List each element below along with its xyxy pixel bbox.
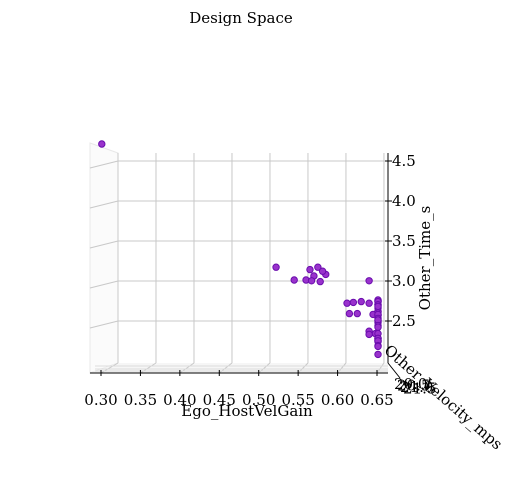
y-tick-label: 21.5 [403,380,436,398]
x-tick-label: 0.35 [124,391,157,409]
data-point [374,342,382,351]
data-point [374,350,382,359]
back-pane [118,153,388,363]
x-axis-label: Ego_HostVelGain [181,402,313,420]
side-grid-line [89,160,119,169]
data-point [306,265,314,274]
y-axis-label: Other_Velocity_mps [381,341,506,453]
data-point [307,277,316,285]
z-tick-label: 3.0 [392,272,416,290]
x-tick-labels: 0.30 0.35 0.40 0.45 0.50 0.55 0.60 0.65 [84,370,394,409]
axes-panes [89,142,388,374]
data-point [98,140,106,148]
y-tick-label: 21.0 [400,378,433,396]
data-point [374,323,382,331]
data-point [365,299,373,307]
side-grid-line [89,320,119,329]
z-tick-label: 2.5 [392,312,416,330]
data-point [374,302,382,311]
data-point [290,276,298,284]
y-tick-labels: 20.020.521.021.5 [394,375,436,398]
data-point [349,298,358,307]
z-tick-labels: 2.5 3.0 3.5 4.0 4.5 [385,152,416,330]
side-grid-line [89,240,119,249]
data-point [272,263,280,271]
x-tick-label: 0.55 [281,391,314,409]
chart-title: Design Space [189,9,293,27]
data-point [357,297,365,306]
side-grid-line [89,200,119,209]
data-point [365,330,373,339]
z-tick-label: 3.5 [392,232,416,250]
data-point [318,267,327,275]
z-tick-label: 4.5 [392,152,416,170]
data-point [345,309,354,318]
x-tick-label: 0.65 [360,391,393,409]
axis-lines [90,153,401,379]
y-axis-line [387,362,401,379]
side-pane [89,142,119,374]
data-points [98,140,382,359]
z-tick-label: 4.0 [392,192,416,210]
side-grid-line [89,280,119,289]
grid-lines [89,153,388,374]
x-tick-label: 0.40 [163,391,196,409]
x-tick-label: 0.45 [203,391,236,409]
data-point [353,309,361,318]
y-tick-label: 20.5 [397,377,430,395]
data-point [314,263,322,271]
x-tick-label: 0.50 [242,391,275,409]
z-axis-label: Other_Time_s [416,206,434,311]
data-point [316,277,324,286]
y-tick-label: 20.0 [394,375,427,393]
x-tick-label: 0.30 [84,391,117,409]
data-point [343,299,351,307]
x-tick-label: 0.60 [321,391,354,409]
data-point [365,277,373,285]
